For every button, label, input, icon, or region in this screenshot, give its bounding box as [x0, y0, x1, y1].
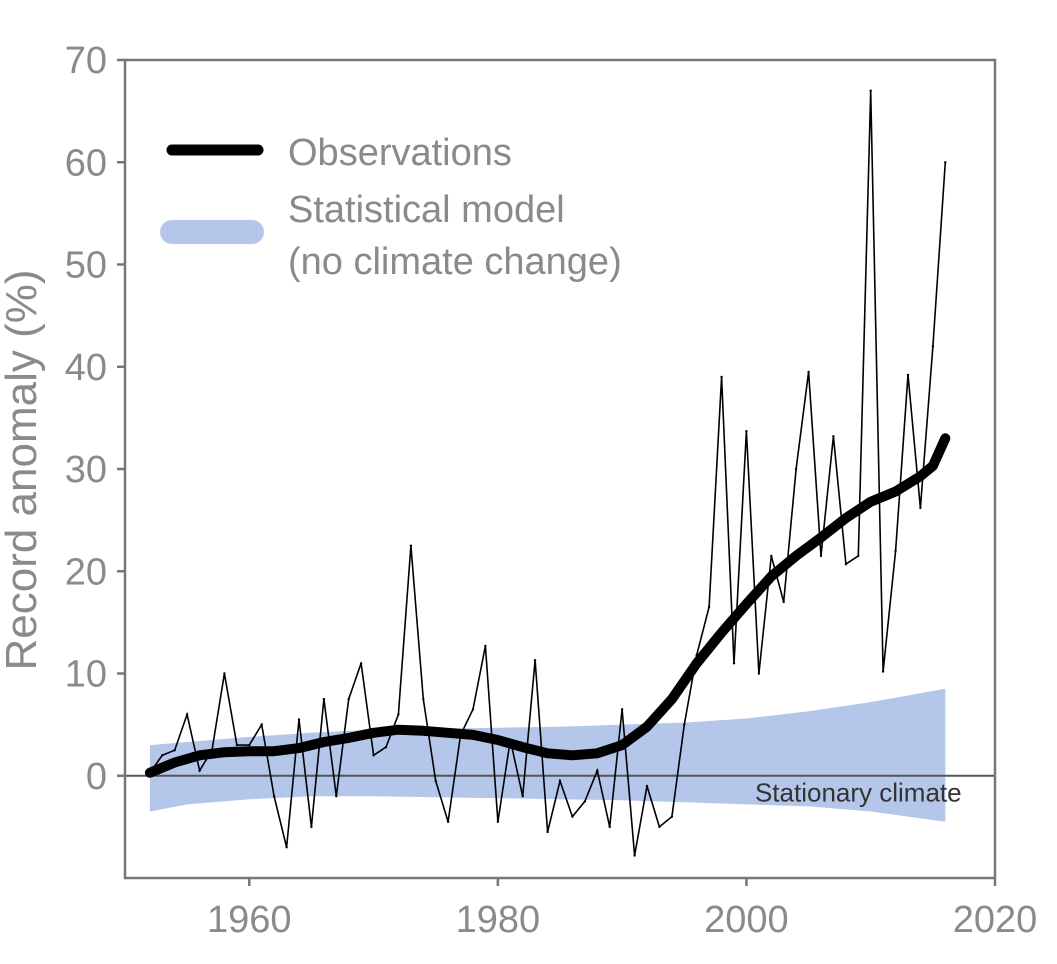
y-tick-label: 60: [65, 142, 107, 184]
observation-point: [571, 815, 574, 818]
observation-point: [844, 562, 848, 566]
y-tick-label: 30: [65, 449, 107, 491]
observation-point: [832, 435, 835, 438]
observation-point: [521, 795, 524, 798]
observation-point: [720, 375, 723, 379]
observation-point: [496, 820, 500, 823]
observation-point: [235, 743, 239, 747]
y-tick-label: 40: [65, 347, 107, 389]
observation-point: [732, 662, 736, 665]
y-tick-label: 20: [65, 551, 107, 593]
observation-point: [260, 723, 263, 726]
observation-point: [869, 89, 872, 92]
observation-point: [645, 784, 649, 788]
observation-point: [881, 670, 885, 673]
observation-point: [223, 672, 226, 675]
observation-point: [471, 708, 475, 711]
y-tick-label: 0: [86, 756, 107, 798]
observation-point: [633, 854, 636, 857]
observation-point: [409, 544, 413, 547]
observation-point: [322, 697, 326, 701]
observation-point: [533, 659, 537, 662]
observation-point: [819, 554, 823, 558]
observation-point: [484, 644, 487, 648]
legend-model-label-line2: (no climate change): [288, 241, 622, 283]
observation-point: [359, 662, 363, 665]
observation-point: [310, 825, 313, 829]
observation-point: [285, 846, 288, 849]
observation-point: [894, 549, 897, 552]
observation-point: [931, 345, 935, 348]
observations-trend-line: [144, 433, 951, 778]
observation-point: [583, 800, 587, 803]
observation-point: [670, 815, 674, 818]
x-tick-label: 1960: [207, 899, 292, 941]
observation-point: [919, 506, 922, 510]
observation-point: [944, 161, 947, 164]
observation-point: [161, 754, 164, 757]
observation-point: [347, 697, 350, 701]
observation-point: [546, 830, 549, 834]
y-axis-title: Record anomaly (%): [0, 269, 46, 670]
x-tick-label: 2000: [704, 899, 789, 941]
observation-point: [397, 713, 400, 716]
observation-point: [335, 795, 338, 798]
observation-point: [906, 373, 910, 377]
observation-point: [770, 554, 773, 558]
observation-point: [707, 605, 711, 609]
observation-point: [248, 743, 251, 747]
observation-point: [794, 467, 798, 471]
observation-point: [620, 708, 624, 711]
observation-point: [683, 723, 686, 726]
x-tick-label: 2020: [953, 899, 1038, 941]
legend: Observations Statistical model (no clima…: [160, 132, 622, 283]
observation-point: [782, 600, 785, 604]
y-tick-label: 50: [65, 245, 107, 287]
observation-point: [658, 825, 661, 829]
observation-point: [372, 754, 375, 757]
stationary-climate-annotation: Stationary climate: [755, 777, 962, 807]
y-tick-label: 10: [65, 654, 107, 696]
observation-point: [558, 779, 562, 783]
observation-point: [272, 795, 276, 798]
observation-point: [807, 370, 810, 374]
x-tick-label: 1980: [456, 899, 541, 941]
observation-point: [446, 820, 450, 823]
observation-point: [297, 718, 301, 721]
observation-point: [384, 745, 388, 749]
observation-point: [745, 430, 748, 433]
observation-point: [608, 825, 611, 829]
observation-point: [173, 749, 176, 752]
y-tick-label: 70: [65, 40, 107, 82]
legend-model-label: Statistical model: [288, 189, 565, 231]
legend-observations-label: Observations: [288, 132, 512, 174]
observation-point: [422, 697, 425, 701]
observation-point: [434, 779, 437, 783]
observation-point: [596, 769, 599, 772]
observation-point: [185, 713, 189, 716]
observation-point: [857, 554, 860, 558]
observation-point: [757, 672, 761, 675]
observation-point: [198, 769, 201, 772]
